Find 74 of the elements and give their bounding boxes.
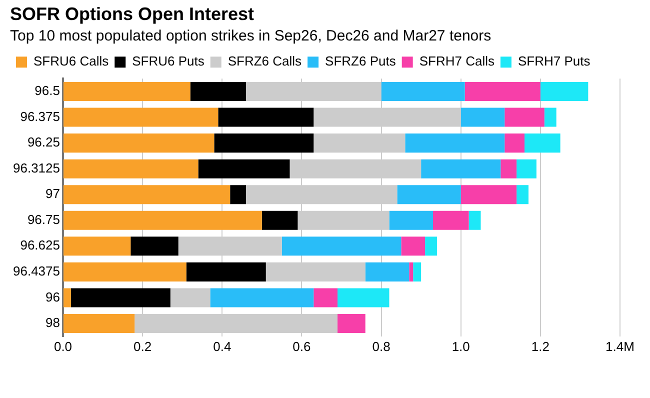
- x-tick-label: 1.4M: [606, 338, 634, 354]
- bar: [464, 82, 540, 102]
- bar: [198, 159, 290, 178]
- bar: [365, 262, 410, 282]
- bar: [413, 262, 422, 282]
- bar: [63, 262, 186, 282]
- bar: [63, 108, 218, 127]
- bar: [70, 288, 170, 308]
- y-tick-label: 96.3125: [12, 160, 60, 176]
- bar: [425, 236, 437, 256]
- x-tick-label: 1.2: [531, 338, 550, 354]
- bar: [338, 314, 366, 334]
- y-tick-label: 96.5: [34, 83, 60, 98]
- y-tick-label: 97: [46, 186, 60, 202]
- y-tick-label: 98: [46, 315, 60, 330]
- legend-label: SFRU6 Calls: [34, 54, 110, 69]
- y-tick-label: 96.625: [20, 238, 60, 253]
- x-tick-label: 0.4: [213, 338, 232, 354]
- y-tick-label: 96.375: [20, 108, 60, 124]
- bar: [63, 288, 71, 308]
- bar: [63, 134, 214, 153]
- legend-label: SFRZ6 Puts: [325, 54, 396, 69]
- bar: [63, 82, 190, 102]
- bar: [544, 108, 556, 127]
- bar: [214, 134, 314, 153]
- y-tick-label: 96.25: [27, 134, 60, 150]
- x-tick-label: 0.2: [134, 338, 152, 354]
- bar: [282, 236, 402, 256]
- bar: [190, 82, 246, 102]
- bar: [63, 236, 131, 256]
- legend-label: SFRZ6 Calls: [228, 54, 302, 69]
- bar: [218, 108, 314, 127]
- bar: [338, 288, 390, 308]
- bar: [500, 159, 517, 178]
- bar: [63, 210, 262, 230]
- x-tick-label: 0.6: [292, 338, 311, 354]
- bar: [389, 210, 434, 230]
- bar: [401, 236, 426, 256]
- x-tick-label: 1.0: [452, 338, 470, 354]
- bar: [170, 288, 210, 308]
- bar: [381, 82, 465, 102]
- y-tick-label: 96.75: [27, 212, 60, 227]
- bar: [409, 262, 414, 282]
- bar: [516, 185, 528, 204]
- bar: [314, 288, 338, 308]
- y-tick-label: 96.4375: [12, 264, 60, 279]
- bar: [421, 159, 501, 178]
- bar: [504, 134, 525, 153]
- x-tick-label: 0.0: [54, 338, 72, 354]
- bar: [397, 185, 461, 204]
- bar: [63, 314, 135, 334]
- legend-label: SFRU6 Puts: [132, 54, 205, 69]
- bar: [524, 134, 560, 153]
- legend-label: SFRH7 Puts: [518, 54, 591, 69]
- bar: [405, 134, 505, 153]
- bar: [516, 159, 536, 178]
- chart-title: SOFR Options Open Interest: [10, 4, 254, 24]
- bar: [433, 210, 469, 230]
- bar: [63, 159, 198, 178]
- bar: [540, 82, 588, 102]
- chart-subtitle: Top 10 most populated option strikes in Sep26, Dec26 and Mar27 tenors: [10, 28, 492, 45]
- bar: [130, 236, 178, 256]
- bar: [468, 210, 481, 230]
- x-tick-label: 0.8: [372, 338, 390, 354]
- bar: [504, 108, 544, 127]
- bar: [230, 185, 246, 204]
- bar: [460, 185, 517, 204]
- bar: [186, 262, 266, 282]
- bar: [460, 108, 505, 127]
- y-tick-label: 96: [46, 289, 60, 304]
- bar: [262, 210, 298, 230]
- bar: [63, 185, 230, 204]
- legend-label: SFRH7 Calls: [419, 54, 495, 69]
- bar: [210, 288, 314, 308]
